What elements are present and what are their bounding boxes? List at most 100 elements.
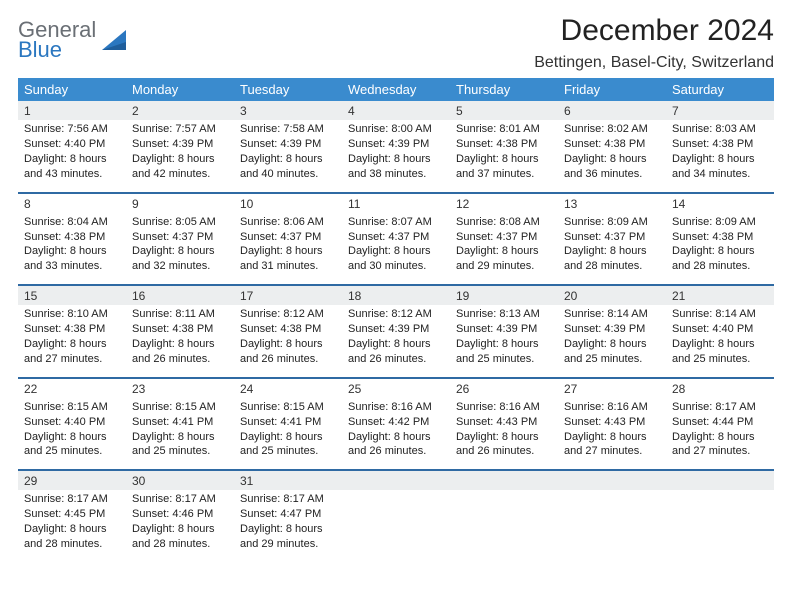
sunset-text: Sunset: 4:39 PM — [456, 322, 552, 337]
day-cell: Sunrise: 8:02 AMSunset: 4:38 PMDaylight:… — [558, 120, 666, 192]
day-number: 12 — [450, 194, 558, 213]
sunrise-text: Sunrise: 8:01 AM — [456, 122, 552, 137]
sunset-text: Sunset: 4:39 PM — [348, 137, 444, 152]
sunset-text: Sunset: 4:39 PM — [564, 322, 660, 337]
day-cell: Sunrise: 8:17 AMSunset: 4:47 PMDaylight:… — [234, 490, 342, 561]
day-cell: Sunrise: 8:07 AMSunset: 4:37 PMDaylight:… — [342, 213, 450, 285]
sunset-text: Sunset: 4:37 PM — [348, 230, 444, 245]
day-number: 20 — [558, 286, 666, 305]
day-number: 26 — [450, 379, 558, 398]
day-cell: Sunrise: 8:05 AMSunset: 4:37 PMDaylight:… — [126, 213, 234, 285]
day-number: 9 — [126, 194, 234, 213]
sunrise-text: Sunrise: 8:07 AM — [348, 215, 444, 230]
sunrise-text: Sunrise: 8:16 AM — [348, 400, 444, 415]
sunrise-text: Sunrise: 8:13 AM — [456, 307, 552, 322]
daylight-text: Daylight: 8 hours and 25 minutes. — [132, 430, 228, 460]
sunset-text: Sunset: 4:41 PM — [240, 415, 336, 430]
day-cell — [450, 490, 558, 561]
sunset-text: Sunset: 4:46 PM — [132, 507, 228, 522]
day-number: 30 — [126, 471, 234, 490]
month-title: December 2024 — [534, 14, 774, 48]
weekday-header: Saturday — [666, 78, 774, 101]
day-cell: Sunrise: 8:13 AMSunset: 4:39 PMDaylight:… — [450, 305, 558, 377]
weekday-header: Sunday — [18, 78, 126, 101]
day-number: 16 — [126, 286, 234, 305]
sunset-text: Sunset: 4:38 PM — [672, 230, 768, 245]
sunrise-text: Sunrise: 7:56 AM — [24, 122, 120, 137]
daylight-text: Daylight: 8 hours and 26 minutes. — [348, 337, 444, 367]
sunset-text: Sunset: 4:38 PM — [24, 230, 120, 245]
sunrise-text: Sunrise: 8:11 AM — [132, 307, 228, 322]
day-number: 23 — [126, 379, 234, 398]
daynum-row: 293031 — [18, 471, 774, 490]
day-info-row: Sunrise: 8:15 AMSunset: 4:40 PMDaylight:… — [18, 398, 774, 470]
sunrise-text: Sunrise: 8:05 AM — [132, 215, 228, 230]
sunset-text: Sunset: 4:38 PM — [456, 137, 552, 152]
day-number: 8 — [18, 194, 126, 213]
day-number: 17 — [234, 286, 342, 305]
sunset-text: Sunset: 4:47 PM — [240, 507, 336, 522]
weekday-header-row: Sunday Monday Tuesday Wednesday Thursday… — [18, 78, 774, 101]
daylight-text: Daylight: 8 hours and 30 minutes. — [348, 244, 444, 274]
sunset-text: Sunset: 4:41 PM — [132, 415, 228, 430]
day-number: 25 — [342, 379, 450, 398]
sunrise-text: Sunrise: 8:12 AM — [240, 307, 336, 322]
topbar: General Blue December 2024 Bettingen, Ba… — [18, 14, 774, 72]
day-info-row: Sunrise: 7:56 AMSunset: 4:40 PMDaylight:… — [18, 120, 774, 192]
day-info-row: Sunrise: 8:10 AMSunset: 4:38 PMDaylight:… — [18, 305, 774, 377]
sunrise-text: Sunrise: 8:08 AM — [456, 215, 552, 230]
day-number: 11 — [342, 194, 450, 213]
daylight-text: Daylight: 8 hours and 29 minutes. — [240, 522, 336, 552]
day-number — [558, 471, 666, 490]
day-cell: Sunrise: 8:17 AMSunset: 4:44 PMDaylight:… — [666, 398, 774, 470]
sunrise-text: Sunrise: 8:00 AM — [348, 122, 444, 137]
title-block: December 2024 Bettingen, Basel-City, Swi… — [534, 14, 774, 72]
weekday-header: Thursday — [450, 78, 558, 101]
day-cell: Sunrise: 8:01 AMSunset: 4:38 PMDaylight:… — [450, 120, 558, 192]
daylight-text: Daylight: 8 hours and 42 minutes. — [132, 152, 228, 182]
day-cell: Sunrise: 8:04 AMSunset: 4:38 PMDaylight:… — [18, 213, 126, 285]
sunrise-text: Sunrise: 8:15 AM — [240, 400, 336, 415]
sunrise-text: Sunrise: 8:06 AM — [240, 215, 336, 230]
sunset-text: Sunset: 4:40 PM — [24, 415, 120, 430]
day-cell: Sunrise: 8:06 AMSunset: 4:37 PMDaylight:… — [234, 213, 342, 285]
daylight-text: Daylight: 8 hours and 26 minutes. — [132, 337, 228, 367]
sunrise-text: Sunrise: 8:17 AM — [672, 400, 768, 415]
day-number: 19 — [450, 286, 558, 305]
day-cell: Sunrise: 8:14 AMSunset: 4:40 PMDaylight:… — [666, 305, 774, 377]
day-cell: Sunrise: 8:12 AMSunset: 4:38 PMDaylight:… — [234, 305, 342, 377]
day-info-row: Sunrise: 8:17 AMSunset: 4:45 PMDaylight:… — [18, 490, 774, 561]
day-number: 13 — [558, 194, 666, 213]
sunrise-text: Sunrise: 8:09 AM — [564, 215, 660, 230]
daylight-text: Daylight: 8 hours and 25 minutes. — [240, 430, 336, 460]
weekday-header: Wednesday — [342, 78, 450, 101]
day-number: 14 — [666, 194, 774, 213]
day-info-row: Sunrise: 8:04 AMSunset: 4:38 PMDaylight:… — [18, 213, 774, 285]
sunrise-text: Sunrise: 8:12 AM — [348, 307, 444, 322]
day-number: 29 — [18, 471, 126, 490]
sunrise-text: Sunrise: 8:09 AM — [672, 215, 768, 230]
day-cell: Sunrise: 8:09 AMSunset: 4:37 PMDaylight:… — [558, 213, 666, 285]
day-cell: Sunrise: 8:10 AMSunset: 4:38 PMDaylight:… — [18, 305, 126, 377]
sunrise-text: Sunrise: 8:02 AM — [564, 122, 660, 137]
brand-text: General Blue — [18, 20, 96, 60]
sunset-text: Sunset: 4:39 PM — [132, 137, 228, 152]
sunset-text: Sunset: 4:44 PM — [672, 415, 768, 430]
sunset-text: Sunset: 4:39 PM — [348, 322, 444, 337]
sunrise-text: Sunrise: 8:17 AM — [24, 492, 120, 507]
daylight-text: Daylight: 8 hours and 29 minutes. — [456, 244, 552, 274]
day-number: 4 — [342, 101, 450, 120]
daylight-text: Daylight: 8 hours and 36 minutes. — [564, 152, 660, 182]
day-cell: Sunrise: 8:15 AMSunset: 4:41 PMDaylight:… — [126, 398, 234, 470]
day-number: 22 — [18, 379, 126, 398]
day-cell: Sunrise: 8:14 AMSunset: 4:39 PMDaylight:… — [558, 305, 666, 377]
daylight-text: Daylight: 8 hours and 26 minutes. — [348, 430, 444, 460]
brand-part2: Blue — [18, 37, 62, 62]
daylight-text: Daylight: 8 hours and 26 minutes. — [456, 430, 552, 460]
day-cell: Sunrise: 7:58 AMSunset: 4:39 PMDaylight:… — [234, 120, 342, 192]
day-cell: Sunrise: 8:11 AMSunset: 4:38 PMDaylight:… — [126, 305, 234, 377]
day-number: 31 — [234, 471, 342, 490]
sunrise-text: Sunrise: 8:15 AM — [24, 400, 120, 415]
daylight-text: Daylight: 8 hours and 28 minutes. — [564, 244, 660, 274]
sunrise-text: Sunrise: 8:14 AM — [672, 307, 768, 322]
